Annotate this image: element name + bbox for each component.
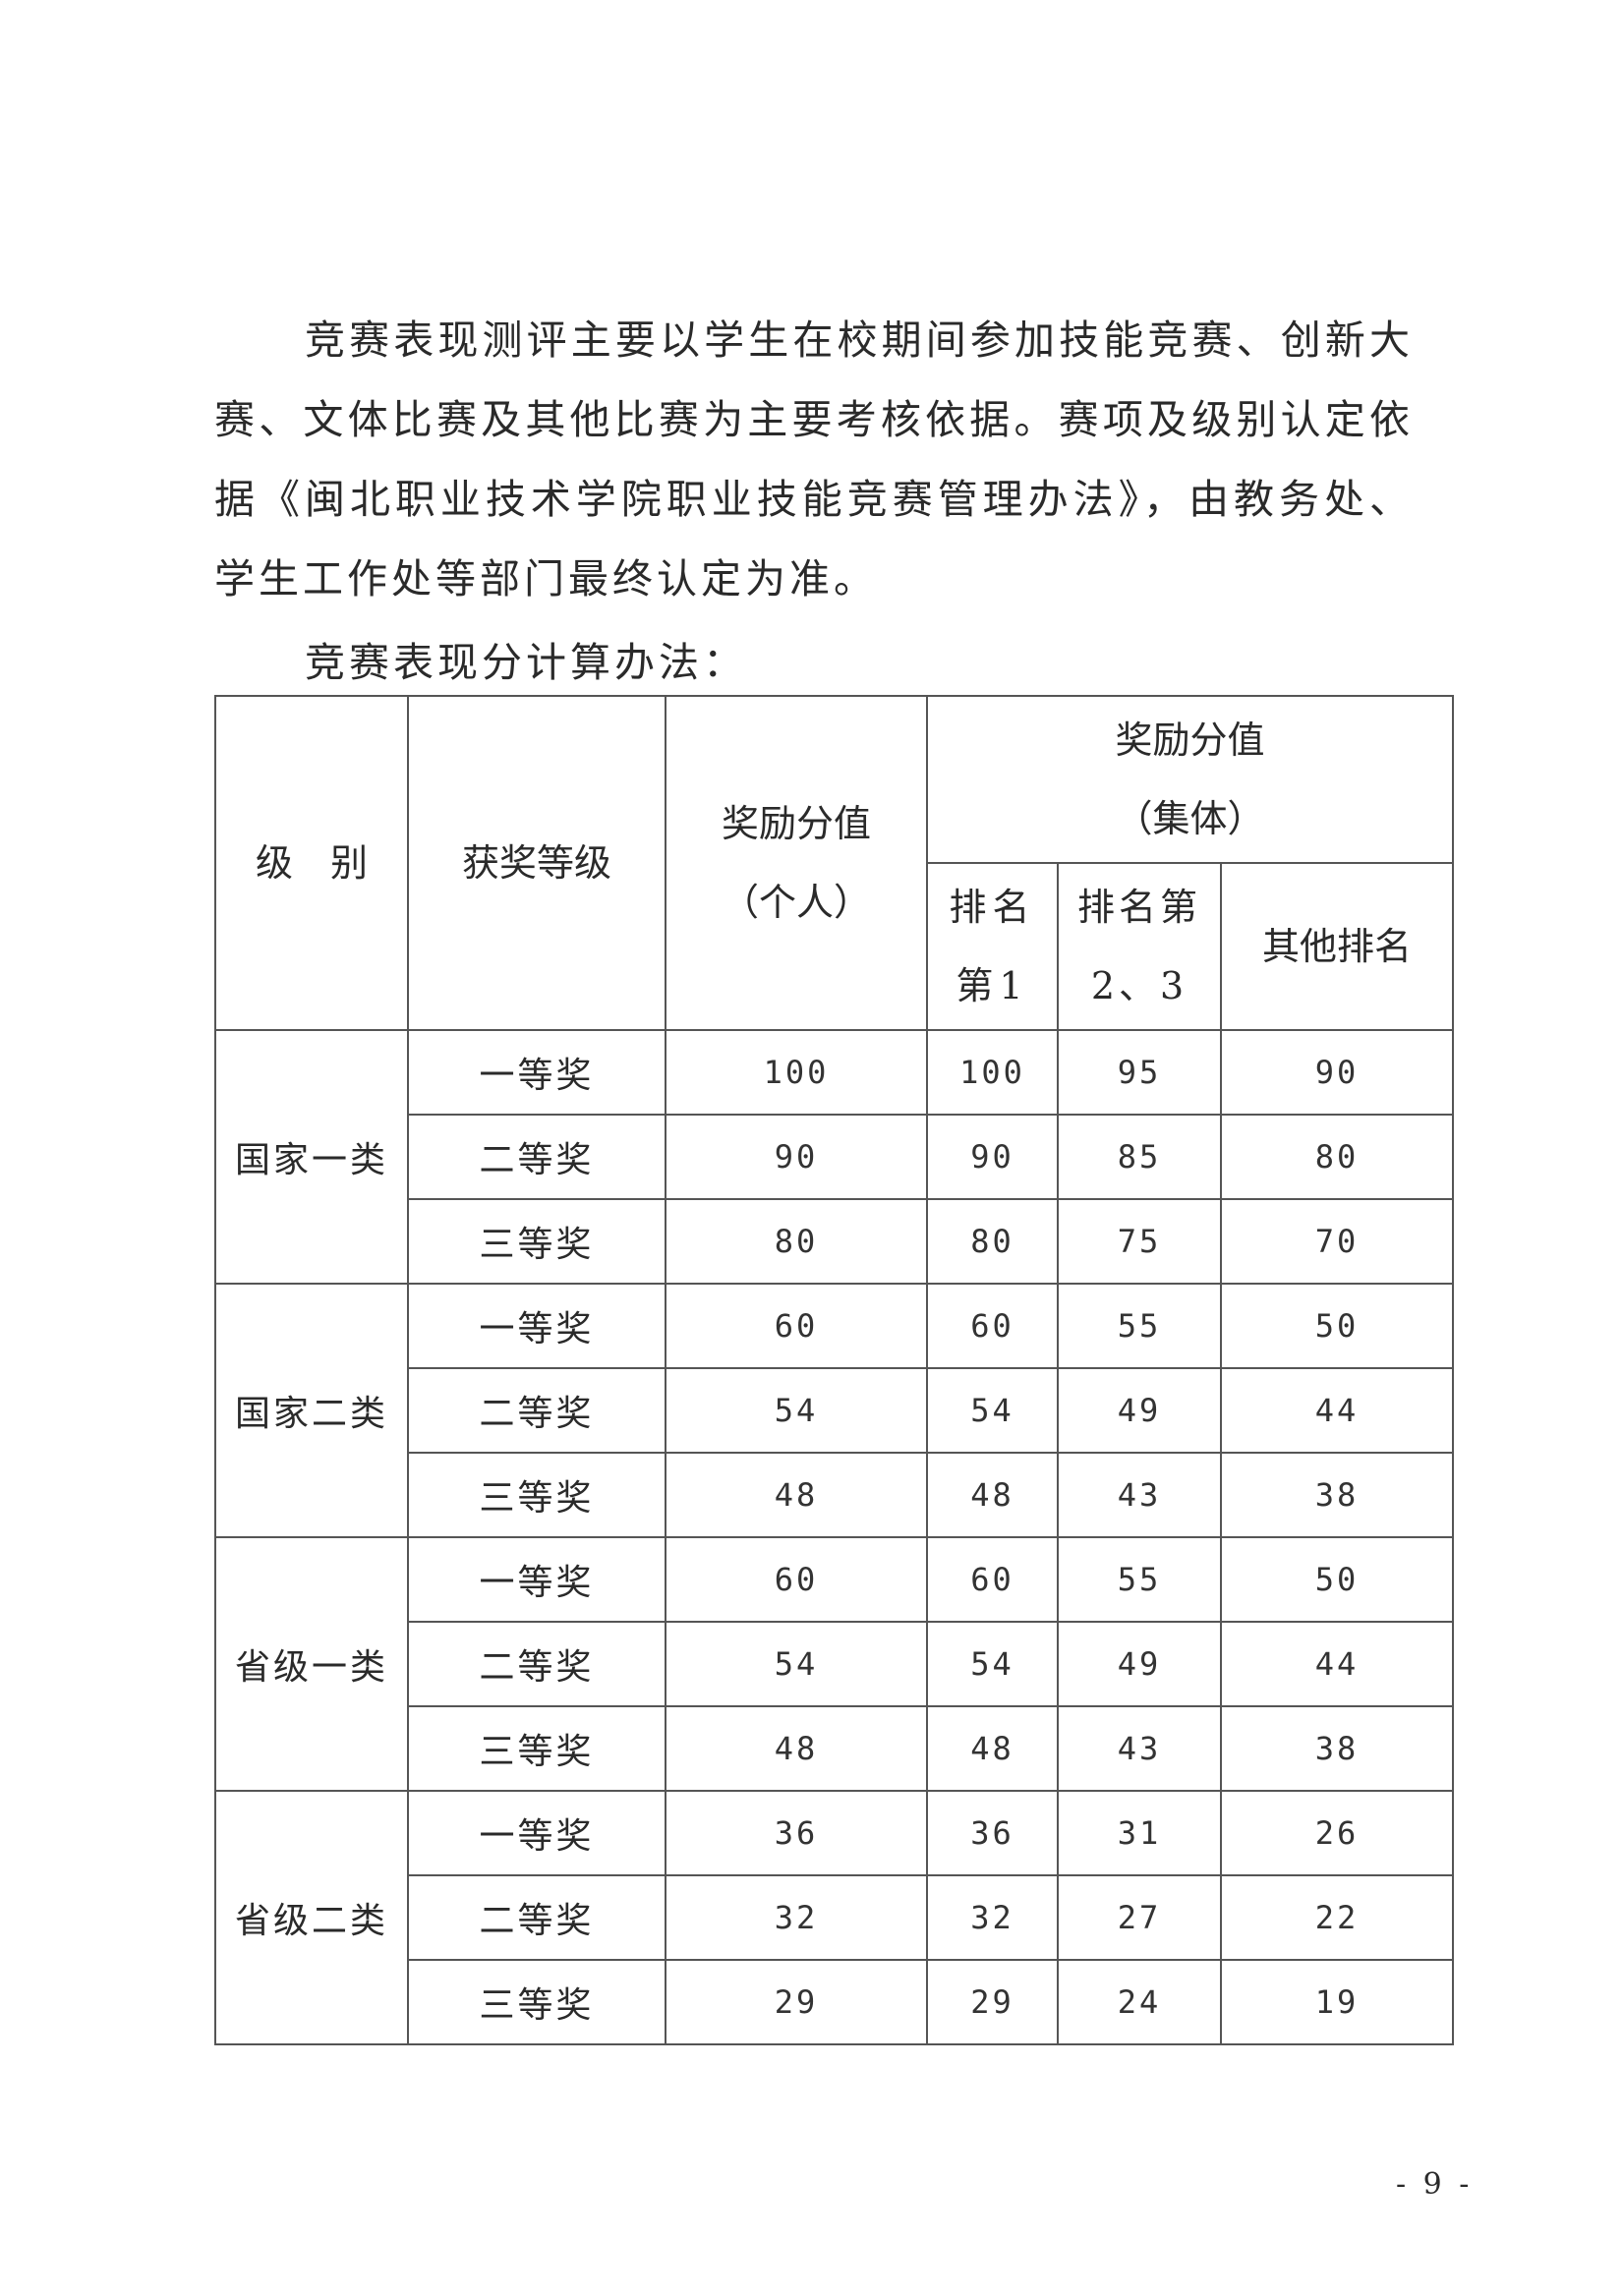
individual-score-cell: 80 <box>665 1198 928 1285</box>
rank2-3-score-cell: 43 <box>1057 1452 1222 1538</box>
individual-score-cell: 36 <box>665 1790 928 1876</box>
other-rank-score-cell: 80 <box>1220 1114 1454 1200</box>
rank2-3-score-cell: 24 <box>1057 1959 1222 2045</box>
other-rank-score-cell: 44 <box>1220 1621 1454 1707</box>
table-row: 二等奖 54 54 49 44 <box>215 1621 1454 1707</box>
level-cell: 省级二类 <box>214 1790 409 2045</box>
rank2-3-score-cell: 95 <box>1057 1029 1222 1116</box>
grade-cell: 二等奖 <box>407 1874 666 1961</box>
other-rank-score-cell: 38 <box>1220 1452 1454 1538</box>
other-rank-score-cell: 50 <box>1220 1536 1454 1623</box>
other-rank-score-cell: 44 <box>1220 1367 1454 1454</box>
individual-score-cell: 32 <box>665 1874 928 1961</box>
rank2-3-score-cell: 55 <box>1057 1536 1222 1623</box>
rank1-score-cell: 60 <box>926 1283 1059 1369</box>
rank2-3-score-cell: 49 <box>1057 1367 1222 1454</box>
calculation-heading: 竞赛表现分计算办法： <box>305 639 747 686</box>
header-other-rank: 其他排名 <box>1220 862 1454 1031</box>
grade-cell: 二等奖 <box>407 1621 666 1707</box>
other-rank-score-cell: 26 <box>1220 1790 1454 1876</box>
rank1-score-cell: 90 <box>926 1114 1059 1200</box>
rank1-score-cell: 32 <box>926 1874 1059 1961</box>
grade-cell: 三等奖 <box>407 1198 666 1285</box>
rank2-3-score-cell: 55 <box>1057 1283 1222 1369</box>
header-level: 级 别 <box>214 695 409 1031</box>
grade-cell: 二等奖 <box>407 1114 666 1200</box>
level-cell: 国家一类 <box>214 1029 409 1285</box>
grade-cell: 二等奖 <box>407 1367 666 1454</box>
page-number: - 9 - <box>1396 2167 1474 2202</box>
other-rank-score-cell: 50 <box>1220 1283 1454 1369</box>
intro-paragraph: 竞赛表现测评主要以学生在校期间参加技能竞赛、创新大赛、文体比赛及其他比赛为主要考… <box>214 316 1414 603</box>
rank2-3-score-cell: 85 <box>1057 1114 1222 1200</box>
rank1-score-cell: 48 <box>926 1705 1059 1792</box>
header-collective-line1: 奖励分值 <box>1115 718 1265 762</box>
table-row: 国家二类 一等奖 60 60 55 50 <box>214 1283 1454 1538</box>
table-row: 省级二类 一等奖 36 36 31 26 <box>214 1790 1454 2045</box>
level-cell: 省级一类 <box>214 1536 409 1792</box>
header-individual-line2: （个人） <box>721 881 871 924</box>
header-collective: 奖励分值 （集体） <box>926 695 1454 864</box>
grade-cell: 三等奖 <box>407 1705 666 1792</box>
grade-cell: 三等奖 <box>407 1959 666 2045</box>
grade-cell: 一等奖 <box>407 1536 666 1623</box>
table-row: 三等奖 80 80 75 70 <box>215 1198 1454 1285</box>
individual-score-cell: 54 <box>665 1621 928 1707</box>
table-row: 三等奖 48 48 43 38 <box>215 1452 1454 1538</box>
rank1-score-cell: 54 <box>926 1367 1059 1454</box>
other-rank-score-cell: 70 <box>1220 1198 1454 1285</box>
rank1-score-cell: 60 <box>926 1536 1059 1623</box>
level-cell: 国家二类 <box>214 1283 409 1538</box>
header-collective-line2: （集体） <box>1115 797 1265 840</box>
header-individual: 奖励分值 （个人） <box>665 695 928 1031</box>
table-row: 省级一类 一等奖 60 60 55 50 <box>214 1536 1454 1792</box>
other-rank-score-cell: 90 <box>1220 1029 1454 1116</box>
other-rank-score-cell: 22 <box>1220 1874 1454 1961</box>
header-rank2-3: 排名第2、3 <box>1057 862 1222 1031</box>
rank1-score-cell: 36 <box>926 1790 1059 1876</box>
individual-score-cell: 100 <box>665 1029 928 1116</box>
table-row: 三等奖 29 29 24 19 <box>215 1959 1454 2045</box>
rank2-3-score-cell: 31 <box>1057 1790 1222 1876</box>
rank2-3-score-cell: 49 <box>1057 1621 1222 1707</box>
rank1-score-cell: 29 <box>926 1959 1059 2045</box>
grade-cell: 一等奖 <box>407 1283 666 1369</box>
rank1-score-cell: 54 <box>926 1621 1059 1707</box>
individual-score-cell: 60 <box>665 1536 928 1623</box>
table-row: 国家一类 一等奖 100 100 95 90 <box>214 1029 1454 1285</box>
individual-score-cell: 54 <box>665 1367 928 1454</box>
score-table: 级 别 获奖等级 奖励分值 （个人） 奖励分值 （集体） 排名第1 排名第2、3… <box>214 695 1454 2045</box>
header-individual-line1: 奖励分值 <box>721 802 871 845</box>
header-rank1: 排名第1 <box>926 862 1059 1031</box>
table-row: 二等奖 90 90 85 80 <box>215 1114 1454 1200</box>
grade-cell: 一等奖 <box>407 1029 666 1116</box>
rank1-score-cell: 48 <box>926 1452 1059 1538</box>
header-award-grade: 获奖等级 <box>407 695 666 1031</box>
other-rank-score-cell: 38 <box>1220 1705 1454 1792</box>
table-row: 二等奖 32 32 27 22 <box>215 1874 1454 1961</box>
individual-score-cell: 60 <box>665 1283 928 1369</box>
individual-score-cell: 90 <box>665 1114 928 1200</box>
individual-score-cell: 48 <box>665 1452 928 1538</box>
individual-score-cell: 29 <box>665 1959 928 2045</box>
rank2-3-score-cell: 27 <box>1057 1874 1222 1961</box>
rank1-score-cell: 80 <box>926 1198 1059 1285</box>
grade-cell: 一等奖 <box>407 1790 666 1876</box>
table-row: 二等奖 54 54 49 44 <box>215 1367 1454 1454</box>
rank2-3-score-cell: 43 <box>1057 1705 1222 1792</box>
other-rank-score-cell: 19 <box>1220 1959 1454 2045</box>
individual-score-cell: 48 <box>665 1705 928 1792</box>
grade-cell: 三等奖 <box>407 1452 666 1538</box>
rank2-3-score-cell: 75 <box>1057 1198 1222 1285</box>
rank1-score-cell: 100 <box>926 1029 1059 1116</box>
table-row: 三等奖 48 48 43 38 <box>215 1705 1454 1792</box>
